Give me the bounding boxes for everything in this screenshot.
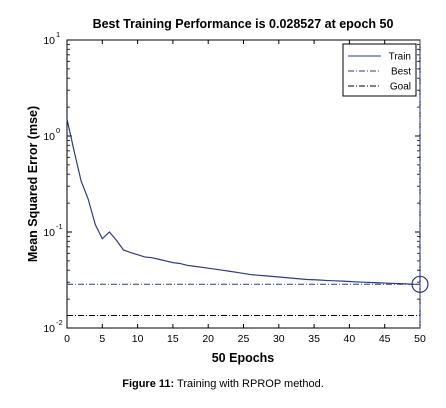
x-axis-label: 50 Epochs	[212, 351, 275, 365]
legend-goal-text: Goal	[390, 82, 411, 93]
legend-box	[342, 43, 417, 97]
y-tick-label: 10	[43, 131, 55, 143]
x-tick-label: 30	[273, 333, 285, 345]
series-lines	[66, 40, 429, 328]
y-tick-label: 10	[43, 227, 55, 239]
figure-caption: Figure 11: Training with RPROP method.	[0, 378, 446, 390]
x-tick-label: 20	[202, 333, 214, 345]
x-tick-label: 15	[167, 333, 179, 345]
y-tick-exponent: 0	[56, 126, 60, 135]
caption-text: Training with RPROP method.	[174, 378, 324, 390]
x-tick-label: 5	[99, 333, 105, 345]
y-tick-exponent: -2	[56, 318, 63, 327]
x-tick-label: 0	[64, 333, 70, 345]
caption-label: Figure 11:	[122, 378, 175, 390]
legend: Train Best Goal	[342, 43, 417, 97]
chart-title: Best Training Performance is 0.028527 at…	[93, 17, 394, 31]
train-line	[66, 118, 421, 285]
tick-marks	[66, 39, 421, 329]
best-point-marker	[411, 275, 429, 293]
y-tick-label: 10	[43, 323, 55, 335]
y-axis-label: Mean Squared Error (mse)	[26, 106, 40, 262]
x-tick-label: 45	[379, 333, 391, 345]
x-tick-label: 50	[414, 333, 426, 345]
x-tick-label: 25	[238, 333, 250, 345]
y-tick-label: 10	[43, 35, 55, 47]
legend-best-text: Best	[391, 67, 411, 78]
x-tick-label: 10	[132, 333, 144, 345]
x-tick-label: 35	[308, 333, 320, 345]
x-tick-labels: 0 5 10 15 20 25 30 35 40 45 50	[64, 333, 426, 345]
x-tick-label: 40	[344, 333, 356, 345]
legend-train-text: Train	[389, 52, 411, 63]
y-tick-exponent: -1	[56, 222, 63, 231]
y-tick-exponent: 1	[56, 30, 60, 39]
